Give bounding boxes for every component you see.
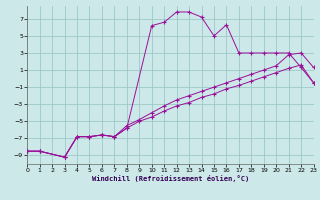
X-axis label: Windchill (Refroidissement éolien,°C): Windchill (Refroidissement éolien,°C) [92,175,249,182]
